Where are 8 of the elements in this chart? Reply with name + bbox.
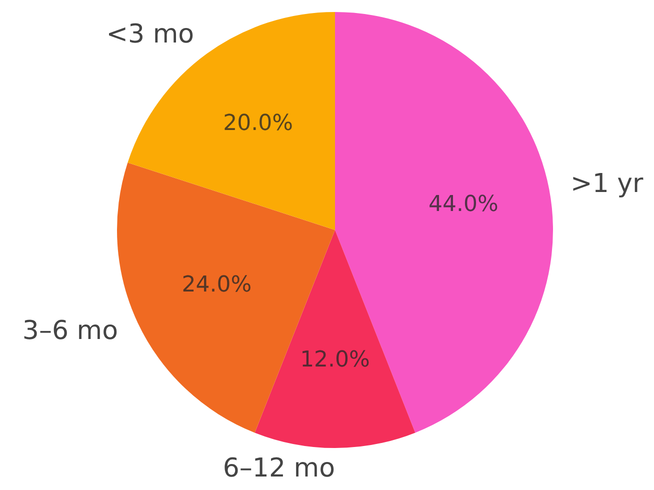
slice-label: 3–6 mo (22, 316, 118, 346)
data-label: 12.0% (300, 348, 370, 373)
slice-label: >1 yr (570, 168, 644, 199)
slice-label: <3 mo (106, 20, 194, 50)
data-label: 24.0% (182, 272, 252, 298)
data-label: 20.0% (223, 110, 294, 136)
slice-label: 6–12 mo (222, 454, 335, 484)
data-label: 44.0% (428, 192, 498, 218)
